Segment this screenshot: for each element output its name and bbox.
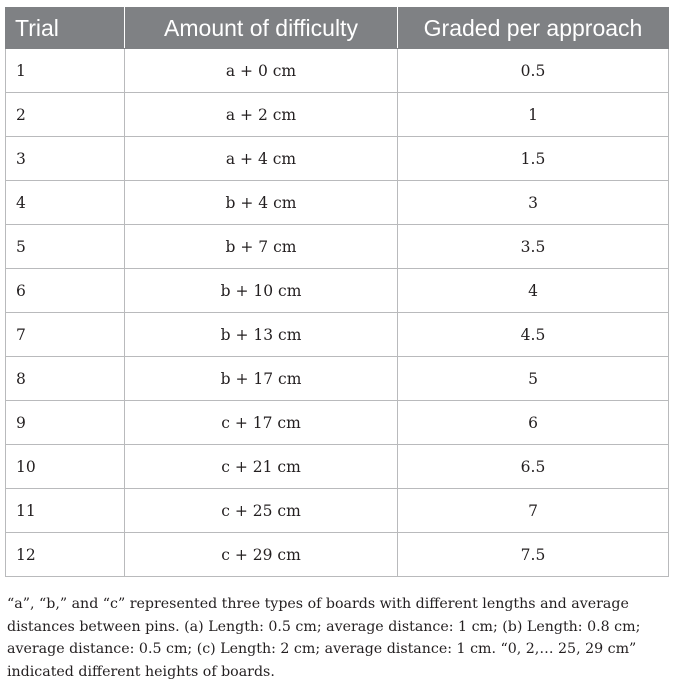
cell-trial: 3 [5,136,125,181]
cell-graded-per-approach: 4 [397,268,669,313]
cell-graded-per-approach: 1 [397,92,669,137]
cell-graded-per-approach: 6 [397,400,669,445]
cell-amount-of-difficulty: c + 21 cm [124,444,398,489]
cell-graded-per-approach: 1.5 [397,136,669,181]
cell-amount-of-difficulty: a + 0 cm [124,48,398,93]
cell-trial: 8 [5,356,125,401]
cell-trial: 5 [5,224,125,269]
cell-amount-of-difficulty: b + 7 cm [124,224,398,269]
table-footnote: “a”, “b,” and “c” represented three type… [7,596,641,680]
cell-amount-of-difficulty: b + 17 cm [124,356,398,401]
cell-amount-of-difficulty: a + 4 cm [124,136,398,181]
cell-trial: 10 [5,444,125,489]
cell-graded-per-approach: 4.5 [397,312,669,357]
table-row: 10 c + 21 cm 6.5 [5,444,669,489]
table-row: 12 c + 29 cm 7.5 [5,532,669,577]
cell-trial: 4 [5,180,125,225]
cell-amount-of-difficulty: c + 29 cm [124,532,398,577]
table-container: Trial Amount of difficulty Graded per ap… [5,7,669,683]
header-amount-of-difficulty: Amount of difficulty [124,7,398,49]
cell-graded-per-approach: 0.5 [397,48,669,93]
cell-amount-of-difficulty: b + 4 cm [124,180,398,225]
cell-trial: 2 [5,92,125,137]
cell-amount-of-difficulty: b + 13 cm [124,312,398,357]
cell-graded-per-approach: 6.5 [397,444,669,489]
cell-amount-of-difficulty: c + 17 cm [124,400,398,445]
cell-trial: 7 [5,312,125,357]
header-trial: Trial [5,7,125,49]
cell-amount-of-difficulty: b + 10 cm [124,268,398,313]
cell-graded-per-approach: 7.5 [397,532,669,577]
cell-trial: 12 [5,532,125,577]
table-header: Trial Amount of difficulty Graded per ap… [5,7,669,49]
difficulty-table: Trial Amount of difficulty Graded per ap… [5,7,669,577]
cell-amount-of-difficulty: a + 2 cm [124,92,398,137]
cell-trial: 9 [5,400,125,445]
cell-graded-per-approach: 5 [397,356,669,401]
cell-trial: 6 [5,268,125,313]
cell-trial: 11 [5,488,125,533]
cell-amount-of-difficulty: c + 25 cm [124,488,398,533]
cell-graded-per-approach: 7 [397,488,669,533]
cell-graded-per-approach: 3 [397,180,669,225]
cell-trial: 1 [5,48,125,93]
cell-graded-per-approach: 3.5 [397,224,669,269]
header-graded-per-approach: Graded per approach [397,7,669,49]
table-row: 11 c + 25 cm 7 [5,488,669,533]
header-row: Trial Amount of difficulty Graded per ap… [5,7,669,49]
